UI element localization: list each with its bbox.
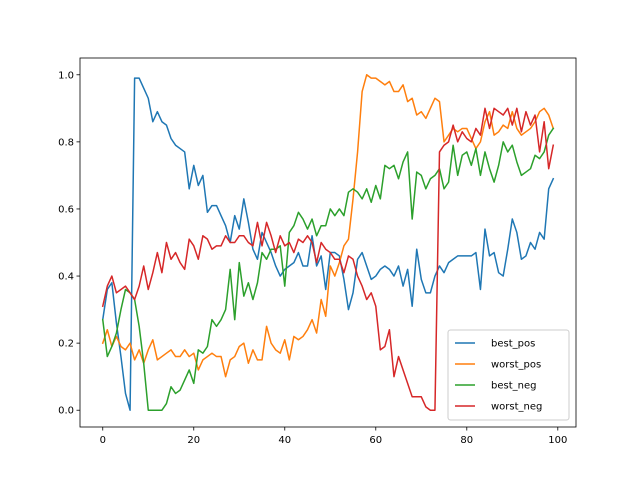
axes bbox=[79, 57, 577, 428]
legend-label-best-neg: best_neg bbox=[491, 381, 536, 392]
series-line-best-neg bbox=[101, 127, 555, 411]
legend: best_pos worst_pos best_neg worst_neg bbox=[447, 329, 570, 421]
x-tick-label: 0 bbox=[100, 435, 106, 446]
series-lines bbox=[101, 74, 555, 411]
y-tick-label: 0.2 bbox=[58, 339, 74, 350]
x-tick-label: 60 bbox=[369, 435, 382, 446]
legend-label-worst-neg: worst_neg bbox=[491, 402, 542, 413]
x-tick-label: 20 bbox=[187, 435, 200, 446]
plot-frame bbox=[79, 57, 577, 428]
y-tick-label: 1.0 bbox=[58, 70, 74, 81]
y-tick-label: 0.6 bbox=[58, 204, 74, 215]
x-tick-label: 40 bbox=[278, 435, 291, 446]
legend-label-best-pos: best_pos bbox=[491, 339, 535, 350]
legend-label-worst-pos: worst_pos bbox=[491, 360, 541, 371]
y-tick-label: 0.4 bbox=[58, 272, 74, 283]
y-tick-label: 0.0 bbox=[58, 406, 74, 417]
series-line-worst-pos bbox=[101, 74, 555, 378]
x-tick-label: 80 bbox=[460, 435, 473, 446]
y-tick-label: 0.8 bbox=[58, 137, 74, 148]
series-line-best-pos bbox=[101, 77, 555, 411]
x-tick-label: 100 bbox=[548, 435, 567, 446]
ticks: 0 20 40 60 80 100 0.0 0.2 0.4 0.6 0.8 1.0 bbox=[58, 70, 567, 446]
series-line-worst-neg bbox=[101, 107, 555, 411]
legend-box bbox=[447, 329, 570, 421]
